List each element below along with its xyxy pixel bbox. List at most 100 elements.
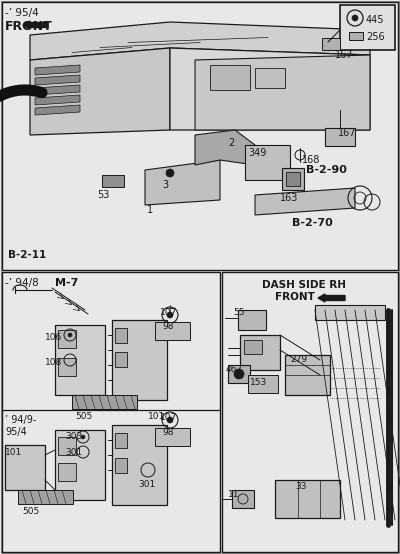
Text: 301: 301 [138, 480, 155, 489]
Polygon shape [30, 22, 370, 60]
Circle shape [81, 435, 85, 439]
Bar [244, 340, 262, 354]
Bar [115, 458, 127, 473]
Bar [325, 128, 355, 146]
Bar [112, 425, 167, 505]
Polygon shape [35, 75, 80, 85]
Bar [349, 32, 363, 40]
Bar [228, 365, 250, 383]
Bar [222, 272, 398, 552]
Circle shape [68, 333, 72, 337]
Text: B-2-90: B-2-90 [306, 165, 347, 175]
Circle shape [166, 169, 174, 177]
Bar [58, 330, 76, 348]
Text: 167: 167 [338, 128, 356, 138]
Text: M-7: M-7 [55, 278, 78, 288]
Circle shape [352, 15, 358, 21]
Polygon shape [170, 48, 370, 130]
Bar [55, 325, 105, 395]
Bar [322, 38, 340, 50]
Text: 107: 107 [160, 413, 177, 422]
Text: 2: 2 [228, 138, 234, 148]
Circle shape [234, 369, 244, 379]
Circle shape [167, 417, 173, 423]
Bar [5, 445, 45, 490]
Text: 303: 303 [65, 432, 82, 441]
Text: -’ 95/4: -’ 95/4 [5, 8, 39, 18]
Polygon shape [255, 188, 355, 215]
Text: 167: 167 [335, 50, 354, 60]
Text: 3: 3 [162, 180, 168, 190]
Text: 11: 11 [228, 490, 240, 499]
Bar [58, 463, 76, 481]
FancyArrow shape [318, 294, 345, 302]
Bar [2, 2, 398, 270]
Bar [240, 335, 280, 370]
Bar [18, 490, 73, 504]
Bar [102, 175, 124, 187]
Polygon shape [315, 305, 385, 320]
Text: 163: 163 [280, 193, 298, 203]
Polygon shape [35, 95, 80, 105]
Bar [55, 430, 105, 500]
Bar [232, 490, 254, 508]
Text: ’ 94/9-: ’ 94/9- [5, 415, 36, 425]
Bar [286, 172, 300, 186]
Text: 106: 106 [45, 333, 62, 342]
Text: 98: 98 [162, 322, 174, 331]
Bar [155, 428, 190, 446]
Bar [275, 480, 340, 518]
Bar [282, 168, 304, 190]
Bar [245, 145, 290, 180]
Bar [115, 328, 127, 343]
Text: FRONT: FRONT [5, 20, 53, 33]
Bar [115, 433, 127, 448]
Bar [2, 272, 220, 552]
Bar [285, 355, 330, 395]
Text: 101: 101 [148, 412, 165, 421]
Circle shape [167, 312, 173, 318]
Text: 279: 279 [290, 355, 307, 364]
Text: 107: 107 [160, 308, 177, 317]
Text: 349: 349 [248, 148, 266, 158]
Bar [155, 322, 190, 340]
Polygon shape [35, 85, 80, 95]
FancyArrow shape [23, 21, 48, 29]
Text: DASH SIDE RH: DASH SIDE RH [262, 280, 346, 290]
Text: FRONT: FRONT [275, 292, 315, 302]
Bar [255, 68, 285, 88]
Bar [58, 358, 76, 376]
Text: 108: 108 [45, 358, 62, 367]
Bar [248, 375, 278, 393]
Text: 98: 98 [162, 428, 174, 437]
Polygon shape [145, 160, 220, 205]
Bar [238, 310, 266, 330]
Text: 95/4: 95/4 [5, 427, 27, 437]
Text: 301: 301 [65, 448, 82, 457]
Bar [112, 320, 167, 400]
Text: B-2-11: B-2-11 [8, 250, 46, 260]
Bar [58, 437, 76, 455]
Text: 153: 153 [250, 378, 267, 387]
Bar [210, 65, 250, 90]
Polygon shape [35, 105, 80, 115]
Text: 168: 168 [302, 155, 320, 165]
Polygon shape [35, 65, 80, 75]
Bar [115, 352, 127, 367]
Text: 505: 505 [22, 507, 39, 516]
Polygon shape [30, 48, 170, 135]
Text: -’ 94/8: -’ 94/8 [5, 278, 39, 288]
Text: 445: 445 [366, 15, 384, 25]
Text: B-2-70: B-2-70 [292, 218, 333, 228]
Polygon shape [195, 130, 255, 165]
Text: 55: 55 [233, 308, 244, 317]
Text: 101: 101 [5, 448, 22, 457]
Bar [72, 395, 137, 409]
Bar [340, 5, 395, 50]
Text: 256: 256 [366, 32, 385, 42]
Text: 33: 33 [295, 482, 306, 491]
Text: 1: 1 [147, 205, 153, 215]
Text: 505: 505 [75, 412, 92, 421]
Text: 53: 53 [97, 190, 109, 200]
Polygon shape [195, 55, 370, 130]
